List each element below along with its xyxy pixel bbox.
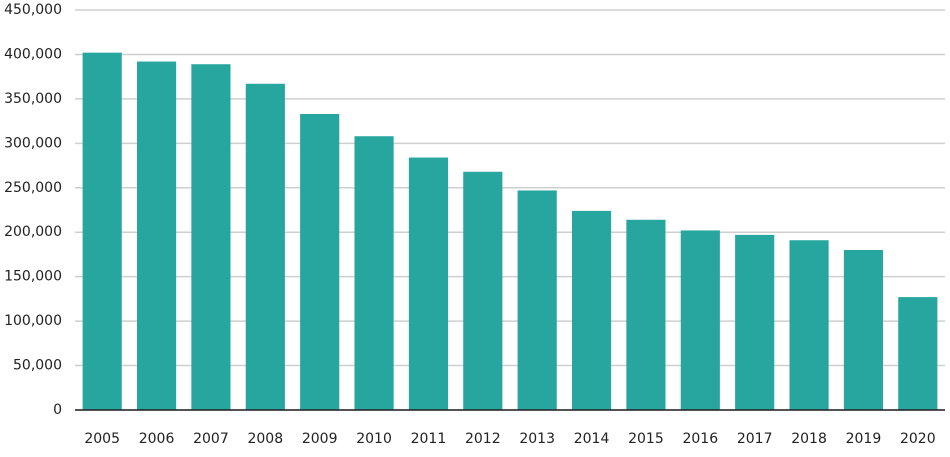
x-tick-label: 2019 [846, 431, 882, 447]
bar [354, 136, 394, 410]
bar [517, 190, 557, 410]
bar [626, 219, 666, 410]
bar [571, 210, 612, 410]
y-tick-label: 450,000 [4, 2, 62, 18]
x-tick-label: 2017 [737, 431, 773, 447]
y-tick-label: 250,000 [4, 180, 62, 196]
bar [191, 64, 231, 410]
bar [735, 234, 775, 410]
y-tick-label: 50,000 [13, 358, 62, 374]
bar [680, 230, 720, 410]
x-tick-label: 2007 [193, 431, 229, 447]
x-tick-label: 2008 [247, 431, 283, 447]
x-tick-label: 2006 [139, 431, 175, 447]
x-tick-label: 2015 [628, 431, 664, 447]
x-tick-label: 2013 [519, 431, 555, 447]
y-tick-label: 400,000 [4, 46, 62, 62]
bar [82, 52, 122, 411]
y-tick-label: 150,000 [4, 269, 62, 285]
x-tick-label: 2012 [465, 431, 501, 447]
bar [245, 83, 285, 411]
bar [898, 297, 938, 410]
x-tick-label: 2009 [302, 431, 338, 447]
x-tick-label: 2005 [84, 431, 120, 447]
x-tick-label: 2010 [356, 431, 392, 447]
bar [136, 61, 177, 411]
bar [408, 157, 449, 410]
x-tick-label: 2018 [791, 431, 827, 447]
bar [789, 240, 829, 410]
bar [463, 171, 503, 410]
y-tick-label: 350,000 [4, 91, 62, 107]
x-tick-label: 2011 [411, 431, 447, 447]
x-tick-label: 2016 [682, 431, 718, 447]
bar [843, 250, 884, 410]
y-tick-label: 0 [53, 402, 62, 418]
y-tick-label: 100,000 [4, 313, 62, 329]
y-tick-label: 200,000 [4, 224, 62, 240]
x-tick-label: 2020 [900, 431, 936, 447]
bar [300, 114, 340, 410]
y-tick-label: 300,000 [4, 135, 62, 151]
x-tick-label: 2014 [574, 431, 610, 447]
